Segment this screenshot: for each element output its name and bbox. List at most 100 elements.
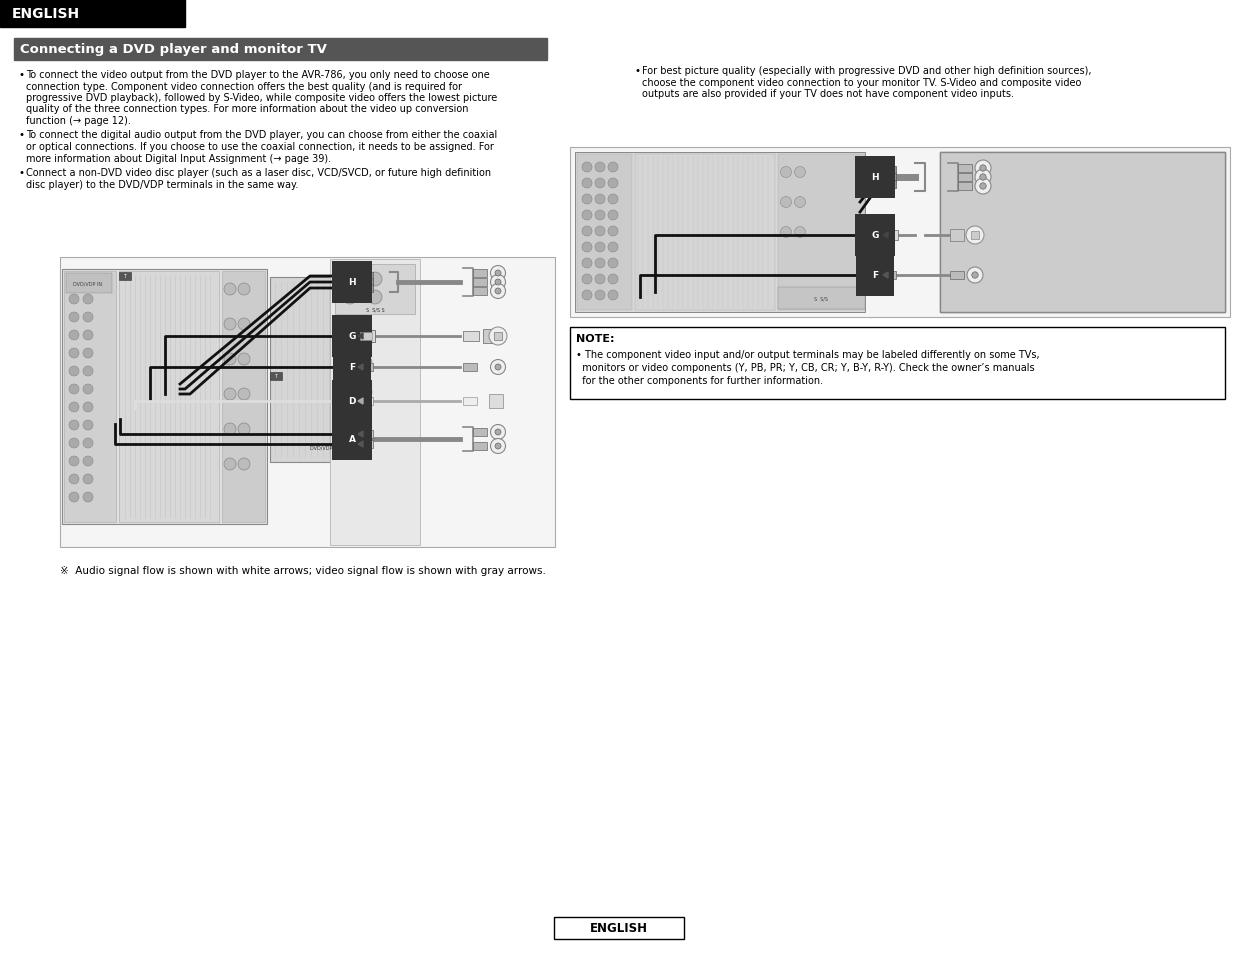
Circle shape <box>581 243 593 253</box>
Circle shape <box>975 161 991 177</box>
Bar <box>119 273 131 281</box>
Circle shape <box>794 227 805 238</box>
Bar <box>463 332 479 341</box>
Bar <box>14 39 547 61</box>
Text: •: • <box>19 131 24 140</box>
Polygon shape <box>357 365 362 371</box>
Circle shape <box>367 273 382 287</box>
Circle shape <box>595 163 605 172</box>
Text: or optical connections. If you choose to use the coaxial connection, it needs to: or optical connections. If you choose to… <box>26 142 494 152</box>
Bar <box>882 181 896 189</box>
Circle shape <box>69 385 79 395</box>
Circle shape <box>980 166 986 172</box>
Bar <box>270 373 282 380</box>
Text: D: D <box>349 397 356 406</box>
Circle shape <box>595 179 605 189</box>
Circle shape <box>69 493 79 502</box>
Circle shape <box>346 327 357 338</box>
Circle shape <box>975 179 991 194</box>
Circle shape <box>495 271 501 276</box>
Polygon shape <box>883 273 888 278</box>
Circle shape <box>595 211 605 221</box>
Circle shape <box>346 356 357 369</box>
Circle shape <box>224 318 236 331</box>
Text: outputs are also provided if your TV does not have component video inputs.: outputs are also provided if your TV doe… <box>642 89 1014 99</box>
Circle shape <box>69 349 79 358</box>
Text: G: G <box>871 232 878 240</box>
Text: ※  Audio signal flow is shown with white arrows; video signal flow is shown with: ※ Audio signal flow is shown with white … <box>61 565 546 576</box>
Bar <box>494 333 502 340</box>
Text: F: F <box>349 363 355 372</box>
Text: T: T <box>275 375 277 379</box>
Bar <box>778 288 865 310</box>
Bar <box>635 154 776 311</box>
Polygon shape <box>357 432 362 437</box>
Circle shape <box>581 194 593 205</box>
Circle shape <box>967 268 983 284</box>
Circle shape <box>495 280 501 286</box>
Circle shape <box>346 387 357 398</box>
Bar <box>62 270 267 524</box>
Bar <box>270 277 390 462</box>
Circle shape <box>83 331 93 340</box>
Polygon shape <box>883 168 888 173</box>
Bar <box>882 167 896 174</box>
Circle shape <box>609 179 618 189</box>
Circle shape <box>224 423 236 436</box>
Text: • The component video input and/or output terminals may be labeled differently o: • The component video input and/or outpu… <box>576 350 1039 359</box>
Circle shape <box>238 354 250 366</box>
Circle shape <box>781 168 792 178</box>
Text: for the other components for further information.: for the other components for further inf… <box>576 375 823 386</box>
Text: NOTE:: NOTE: <box>576 334 615 344</box>
Circle shape <box>581 163 593 172</box>
Bar <box>61 257 555 547</box>
Circle shape <box>581 179 593 189</box>
Circle shape <box>595 291 605 301</box>
Circle shape <box>69 402 79 413</box>
Circle shape <box>69 475 79 484</box>
Bar <box>357 397 374 406</box>
Circle shape <box>238 318 250 331</box>
Bar <box>473 270 487 277</box>
Circle shape <box>581 258 593 269</box>
Circle shape <box>489 328 507 346</box>
Text: ENGLISH: ENGLISH <box>12 7 80 21</box>
Text: choose the component video connection to your monitor TV. S-Video and composite : choose the component video connection to… <box>642 77 1081 88</box>
Bar <box>360 333 372 340</box>
Circle shape <box>343 273 357 287</box>
Text: connection type. Component video connection offers the best quality (and is requ: connection type. Component video connect… <box>26 81 461 91</box>
Bar <box>64 272 116 522</box>
Circle shape <box>83 385 93 395</box>
Circle shape <box>83 349 93 358</box>
Text: S  S/S S: S S/S S <box>366 307 385 313</box>
Circle shape <box>495 289 501 294</box>
Bar <box>335 265 414 314</box>
Text: F: F <box>872 272 878 280</box>
Text: function (→ page 12).: function (→ page 12). <box>26 116 131 126</box>
Circle shape <box>69 331 79 340</box>
Circle shape <box>495 365 501 371</box>
Text: DVD/VDP IN: DVD/VDP IN <box>310 445 340 450</box>
Polygon shape <box>357 274 362 280</box>
Circle shape <box>346 296 357 309</box>
Bar <box>221 272 265 522</box>
Bar <box>463 364 477 372</box>
Circle shape <box>980 174 986 181</box>
Text: To connect the video output from the DVD player to the AVR-786, you only need to: To connect the video output from the DVD… <box>26 70 490 80</box>
Bar <box>971 232 978 240</box>
Circle shape <box>83 420 93 431</box>
Text: A: A <box>349 435 355 444</box>
Circle shape <box>238 458 250 471</box>
Circle shape <box>595 274 605 285</box>
Circle shape <box>83 438 93 449</box>
Bar <box>940 152 1225 313</box>
Circle shape <box>83 294 93 305</box>
Bar <box>357 278 374 287</box>
Bar <box>957 183 972 191</box>
Circle shape <box>595 243 605 253</box>
Text: •: • <box>19 70 24 80</box>
Polygon shape <box>357 280 362 286</box>
Circle shape <box>609 211 618 221</box>
Bar <box>553 917 684 939</box>
Bar <box>957 165 972 172</box>
